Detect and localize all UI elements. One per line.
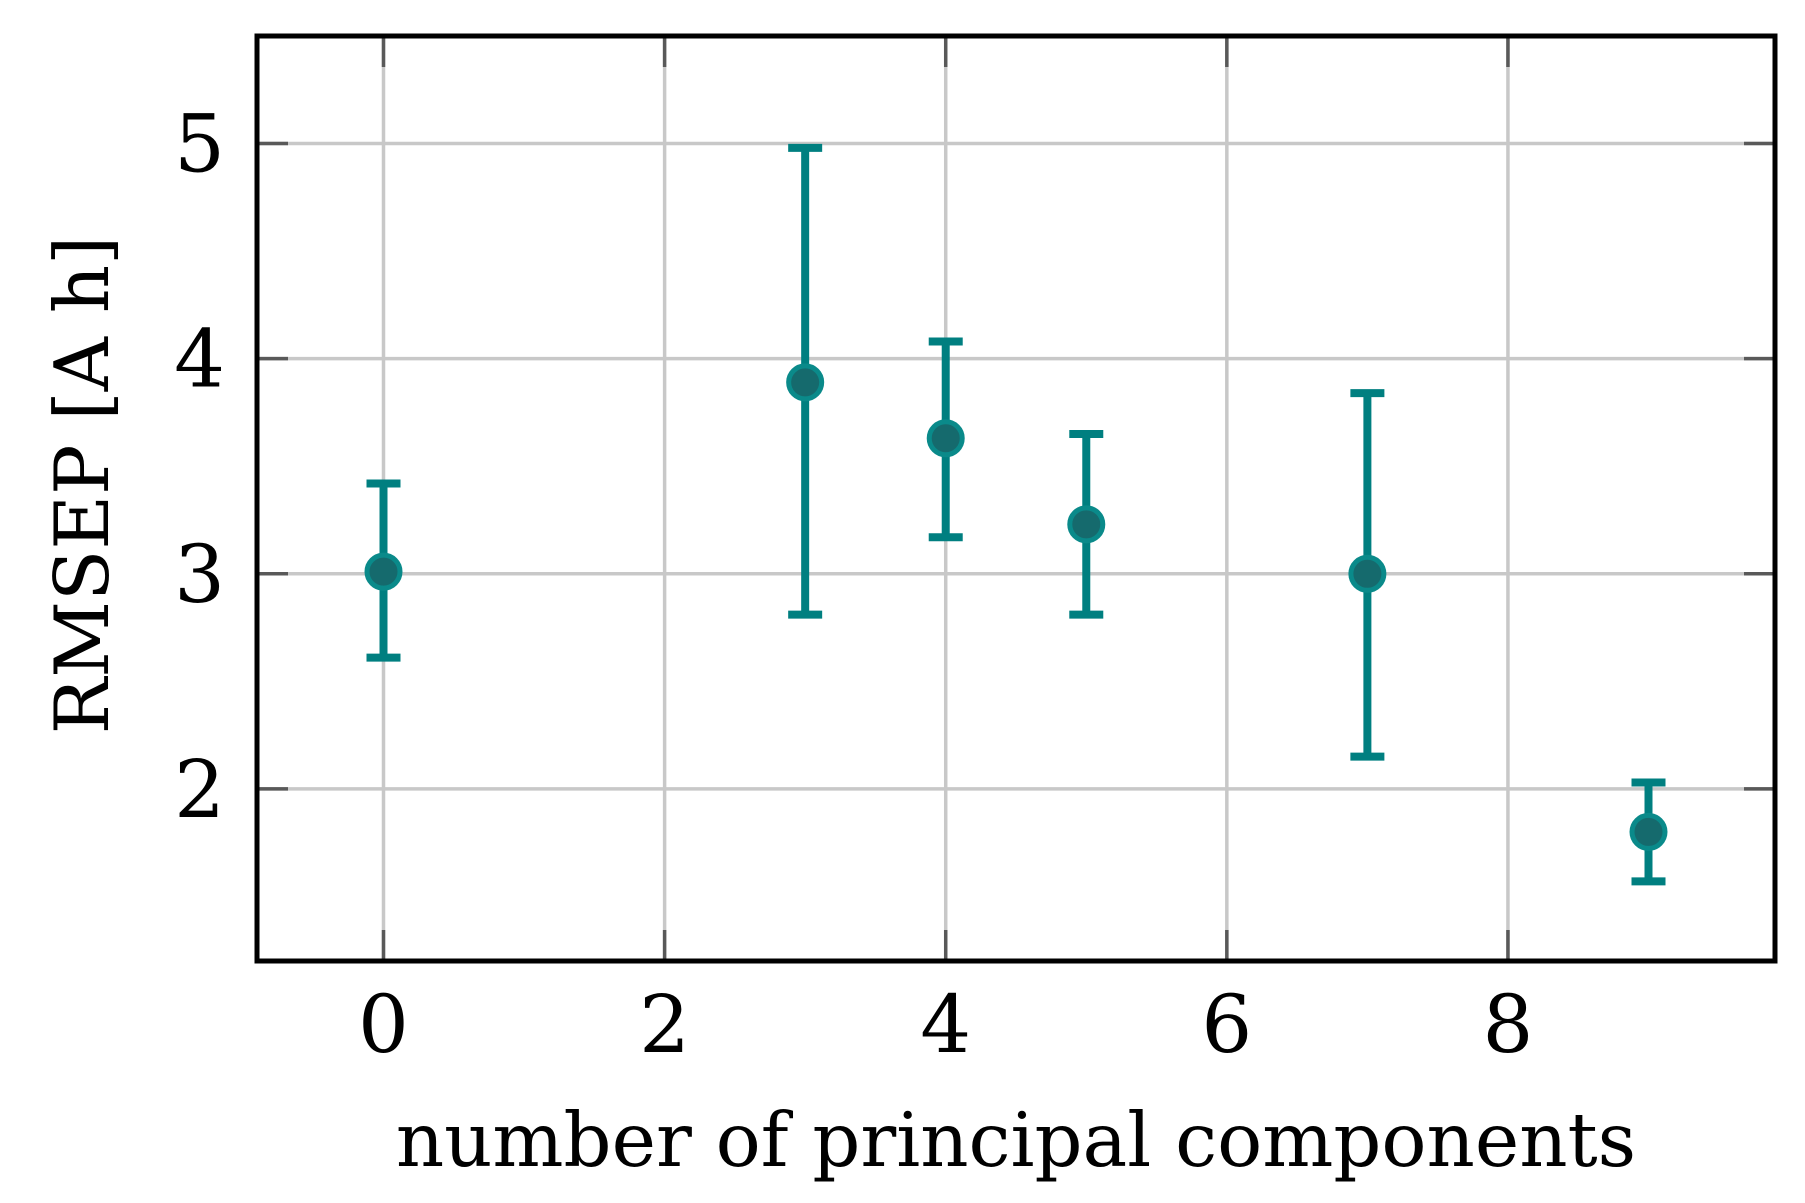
data-point-group: [1348, 389, 1387, 761]
x-tick-label: 0: [358, 978, 409, 1071]
data-point-group: [1067, 429, 1106, 619]
y-tick-label: 3: [174, 528, 225, 621]
x-tick-label: 4: [920, 978, 971, 1071]
data-point-marker: [786, 363, 825, 402]
data-series-layer: [364, 143, 1668, 886]
data-point-marker: [926, 419, 965, 458]
gridline-layer: [257, 36, 1775, 961]
y-tick-label: 5: [174, 98, 225, 191]
data-point-marker: [364, 552, 403, 591]
data-point-marker: [1067, 505, 1106, 544]
x-tick-label: 6: [1201, 978, 1252, 1071]
x-tick-label: 8: [1482, 978, 1533, 1071]
y-tick-label: 4: [174, 313, 225, 406]
data-point-marker: [1348, 554, 1387, 593]
data-point-group: [786, 143, 825, 619]
x-axis-label: number of principal components: [396, 1096, 1636, 1184]
y-tick-label: 2: [174, 743, 225, 836]
data-point-marker: [1629, 812, 1668, 851]
plot-border: [254, 33, 1778, 964]
tick-label-layer: 0 2 4 6 8 2 3 4 5: [174, 98, 1533, 1071]
tick-mark-layer: [257, 36, 1775, 961]
y-axis-label: RMSEP [A h]: [38, 236, 126, 735]
plot-border-layer: [254, 33, 1778, 964]
x-tick-label: 2: [639, 978, 690, 1071]
data-point-group: [364, 479, 403, 662]
data-point-group: [1629, 778, 1668, 886]
data-point-group: [926, 337, 965, 542]
